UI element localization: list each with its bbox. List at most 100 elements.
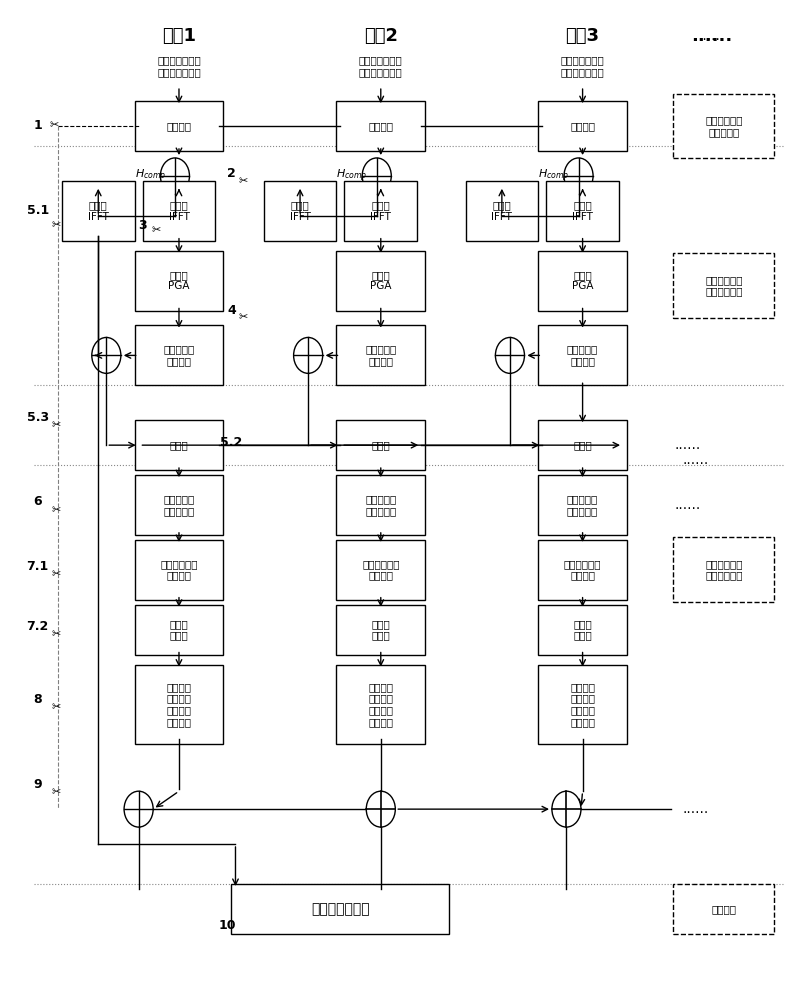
Circle shape bbox=[92, 337, 121, 373]
FancyBboxPatch shape bbox=[134, 101, 224, 151]
Text: ......: ...... bbox=[683, 453, 709, 467]
Text: ✂: ✂ bbox=[52, 630, 61, 640]
Text: 3: 3 bbox=[139, 219, 147, 232]
Text: 互相关: 互相关 bbox=[372, 440, 390, 450]
Text: ✂: ✂ bbox=[52, 787, 61, 797]
Text: 10: 10 bbox=[219, 919, 237, 932]
FancyBboxPatch shape bbox=[336, 540, 425, 600]
Text: 低次相位误差
的估计与补偿: 低次相位误差 的估计与补偿 bbox=[705, 559, 743, 581]
FancyBboxPatch shape bbox=[673, 94, 774, 158]
FancyBboxPatch shape bbox=[336, 325, 425, 385]
FancyBboxPatch shape bbox=[538, 665, 627, 744]
FancyBboxPatch shape bbox=[466, 181, 538, 241]
FancyBboxPatch shape bbox=[134, 475, 224, 535]
FancyBboxPatch shape bbox=[134, 540, 224, 600]
FancyBboxPatch shape bbox=[546, 181, 619, 241]
Text: ✂: ✂ bbox=[151, 226, 161, 236]
Text: ✂: ✂ bbox=[52, 221, 61, 231]
Text: 1: 1 bbox=[33, 119, 42, 132]
FancyBboxPatch shape bbox=[538, 475, 627, 535]
Circle shape bbox=[496, 337, 524, 373]
FancyBboxPatch shape bbox=[538, 420, 627, 470]
FancyBboxPatch shape bbox=[336, 101, 425, 151]
FancyBboxPatch shape bbox=[134, 325, 224, 385]
FancyBboxPatch shape bbox=[538, 251, 627, 311]
FancyBboxPatch shape bbox=[673, 537, 774, 602]
FancyBboxPatch shape bbox=[336, 605, 425, 655]
FancyBboxPatch shape bbox=[62, 181, 134, 241]
Text: 幅度均衡: 幅度均衡 bbox=[167, 121, 191, 131]
Text: 幅度均衡: 幅度均衡 bbox=[570, 121, 595, 131]
Text: 经距离向匹配滤
波的双频域数据: 经距离向匹配滤 波的双频域数据 bbox=[157, 55, 201, 77]
Text: 沿方位
向叠加: 沿方位 向叠加 bbox=[169, 619, 189, 640]
Text: 距离向高次
相位误差: 距离向高次 相位误差 bbox=[365, 345, 396, 366]
Text: 方位向
IFFT: 方位向 IFFT bbox=[168, 200, 190, 222]
Circle shape bbox=[564, 158, 593, 194]
FancyBboxPatch shape bbox=[344, 181, 417, 241]
Text: ......: ...... bbox=[691, 27, 732, 45]
FancyBboxPatch shape bbox=[134, 420, 224, 470]
FancyBboxPatch shape bbox=[538, 325, 627, 385]
Text: 取出相邻子
带重叠部分: 取出相邻子 带重叠部分 bbox=[164, 494, 194, 516]
Text: 距离向
PGA: 距离向 PGA bbox=[572, 270, 594, 291]
Text: 4: 4 bbox=[227, 304, 236, 317]
Text: 7.2: 7.2 bbox=[27, 620, 49, 633]
FancyBboxPatch shape bbox=[538, 605, 627, 655]
Text: 方位向
IFFT: 方位向 IFFT bbox=[572, 200, 593, 222]
Text: 方位向
IFFT: 方位向 IFFT bbox=[87, 200, 109, 222]
Text: 幅度均衡: 幅度均衡 bbox=[369, 121, 394, 131]
Text: ✂: ✂ bbox=[52, 702, 61, 712]
Text: 子剀1: 子剀1 bbox=[162, 27, 196, 45]
Text: 子剀2: 子剀2 bbox=[364, 27, 398, 45]
Circle shape bbox=[124, 791, 153, 827]
FancyBboxPatch shape bbox=[336, 251, 425, 311]
Text: 距离向
PGA: 距离向 PGA bbox=[168, 270, 190, 291]
Text: 取出相邻子
带重叠部分: 取出相邻子 带重叠部分 bbox=[365, 494, 396, 516]
FancyBboxPatch shape bbox=[143, 181, 215, 241]
Text: 子带重叠部分
共轭相乘: 子带重叠部分 共轭相乘 bbox=[160, 559, 198, 581]
FancyBboxPatch shape bbox=[673, 884, 774, 934]
Text: ......: ...... bbox=[683, 802, 709, 816]
Text: ✂: ✂ bbox=[49, 120, 58, 130]
Text: ......: ...... bbox=[675, 498, 701, 512]
Text: 相位误差估计
前的预处理: 相位误差估计 前的预处理 bbox=[705, 115, 743, 137]
FancyBboxPatch shape bbox=[538, 101, 627, 151]
Text: 沿方位
向叠加: 沿方位 向叠加 bbox=[573, 619, 592, 640]
Text: ✂: ✂ bbox=[239, 176, 248, 186]
Text: $H_{comp}$: $H_{comp}$ bbox=[538, 168, 569, 184]
Circle shape bbox=[160, 158, 190, 194]
Text: 方位向
IFFT: 方位向 IFFT bbox=[290, 200, 310, 222]
Text: 子剀3: 子剀3 bbox=[565, 27, 599, 45]
Text: 经距离向匹配滤
波的双频域数据: 经距离向匹配滤 波的双频域数据 bbox=[561, 55, 604, 77]
Circle shape bbox=[552, 791, 581, 827]
Text: 互相关: 互相关 bbox=[573, 440, 592, 450]
Text: 取出相邻子
带重叠部分: 取出相邻子 带重叠部分 bbox=[567, 494, 599, 516]
Text: 方位向
IFFT: 方位向 IFFT bbox=[492, 200, 512, 222]
Text: 9: 9 bbox=[33, 778, 42, 791]
Text: 距离向高次
相位误差: 距离向高次 相位误差 bbox=[164, 345, 194, 366]
Text: $H_{comp}$: $H_{comp}$ bbox=[336, 168, 368, 184]
Text: ✂: ✂ bbox=[52, 505, 61, 515]
Text: ......: ...... bbox=[675, 438, 701, 452]
Text: 6: 6 bbox=[33, 495, 42, 508]
FancyBboxPatch shape bbox=[134, 665, 224, 744]
Circle shape bbox=[362, 158, 391, 194]
Text: ✂: ✂ bbox=[52, 420, 61, 430]
Text: 互相关: 互相关 bbox=[169, 440, 189, 450]
Text: 8: 8 bbox=[33, 693, 42, 706]
Text: 方位向
IFFT: 方位向 IFFT bbox=[370, 200, 391, 222]
Text: 经距离向匹配滤
波的双频域数据: 经距离向匹配滤 波的双频域数据 bbox=[359, 55, 403, 77]
Text: 距离向频带合成: 距离向频带合成 bbox=[311, 902, 369, 916]
Text: 5.2: 5.2 bbox=[220, 436, 242, 449]
FancyBboxPatch shape bbox=[134, 605, 224, 655]
FancyBboxPatch shape bbox=[232, 884, 450, 934]
Text: 距离向
PGA: 距离向 PGA bbox=[370, 270, 391, 291]
Text: ✂: ✂ bbox=[239, 313, 248, 323]
Text: $H_{comp}$: $H_{comp}$ bbox=[134, 168, 166, 184]
Text: 5.1: 5.1 bbox=[27, 204, 49, 217]
Text: 频带合成: 频带合成 bbox=[711, 904, 736, 914]
Text: 沿方位
向叠加: 沿方位 向叠加 bbox=[372, 619, 390, 640]
Text: 距离向高次
相位误差: 距离向高次 相位误差 bbox=[567, 345, 599, 366]
Text: 子带重叠部分
共轭相乘: 子带重叠部分 共轭相乘 bbox=[564, 559, 601, 581]
FancyBboxPatch shape bbox=[134, 251, 224, 311]
